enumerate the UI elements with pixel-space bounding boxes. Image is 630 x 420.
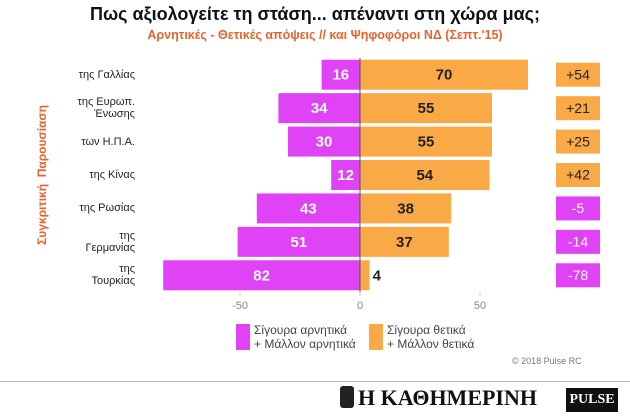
data-label: 34 (311, 100, 328, 117)
legend-swatch (369, 324, 383, 350)
legend-swatch (236, 324, 250, 350)
bar (237, 226, 360, 257)
net-label: +25 (566, 133, 590, 149)
chart-subtitle: Αρνητικές - Θετικές απόψεις // και Ψηφοφ… (147, 28, 503, 42)
data-label: 54 (416, 167, 433, 184)
x-tick-label: 0 (357, 300, 363, 312)
bar (360, 59, 528, 90)
y-tick-label: της Γαλλίας (78, 68, 135, 81)
net-label: +54 (566, 66, 590, 82)
data-label: 55 (418, 100, 435, 117)
separator (0, 381, 630, 382)
net-label: -5 (572, 200, 585, 216)
y-tick-label: της Ρωσίας (79, 202, 135, 215)
net-box (556, 129, 600, 154)
bar (288, 126, 360, 157)
bar (278, 93, 360, 124)
net-box (556, 62, 600, 87)
data-label: 30 (316, 134, 333, 151)
y-tick-label: των Η.Π.Α. (81, 135, 135, 148)
bar (163, 260, 360, 291)
net-label: +21 (566, 100, 590, 116)
legend-label: Σίγουρα θετικά + Μάλλον θετικά (387, 323, 475, 351)
data-label: 16 (332, 67, 349, 84)
data-label: 4 (373, 267, 382, 284)
data-label: 51 (290, 234, 307, 251)
net-box (556, 196, 600, 221)
bar (256, 193, 360, 224)
data-label: 38 (397, 200, 414, 217)
bar (360, 260, 370, 291)
brand-icon (340, 386, 354, 408)
brand: Η ΚΑΘΗΜΕΡΙΝΗ (358, 385, 537, 410)
y-tick-label: της Κίνας (89, 169, 135, 181)
x-tick-label: -50 (232, 300, 248, 312)
data-label: 70 (436, 67, 453, 84)
data-label: 55 (418, 134, 435, 151)
chart-title: Πως αξιολογείτε τη στάση... απέναντι στη… (89, 4, 541, 24)
net-label: +42 (566, 167, 590, 183)
net-label: -78 (568, 267, 588, 283)
logo: PULSE (566, 388, 618, 412)
bar (321, 59, 360, 90)
net-label: -14 (568, 234, 588, 250)
data-label: 12 (337, 167, 354, 184)
bar (360, 226, 449, 257)
net-box (556, 263, 600, 288)
y-tick-label: της Γερμανίας (85, 229, 135, 254)
net-box (556, 163, 600, 187)
bar (360, 93, 492, 124)
x-tick-label: 50 (474, 300, 486, 312)
net-box (556, 96, 600, 121)
bar (360, 160, 490, 190)
data-label: 37 (396, 234, 413, 251)
bar (360, 126, 492, 157)
legend-label: Σίγουρα αρνητικά + Μάλλον αρνητικά (254, 323, 356, 351)
y-tick-label: της Ευρωπ. Ένωσης (77, 96, 135, 121)
data-label: 82 (253, 267, 270, 284)
bar (331, 160, 360, 190)
data-label: 43 (300, 200, 317, 217)
bar (360, 193, 452, 224)
net-box (556, 229, 600, 254)
source: © 2018 Pulse RC (512, 356, 582, 366)
y-tick-label: της Τουρκίας (91, 263, 135, 288)
